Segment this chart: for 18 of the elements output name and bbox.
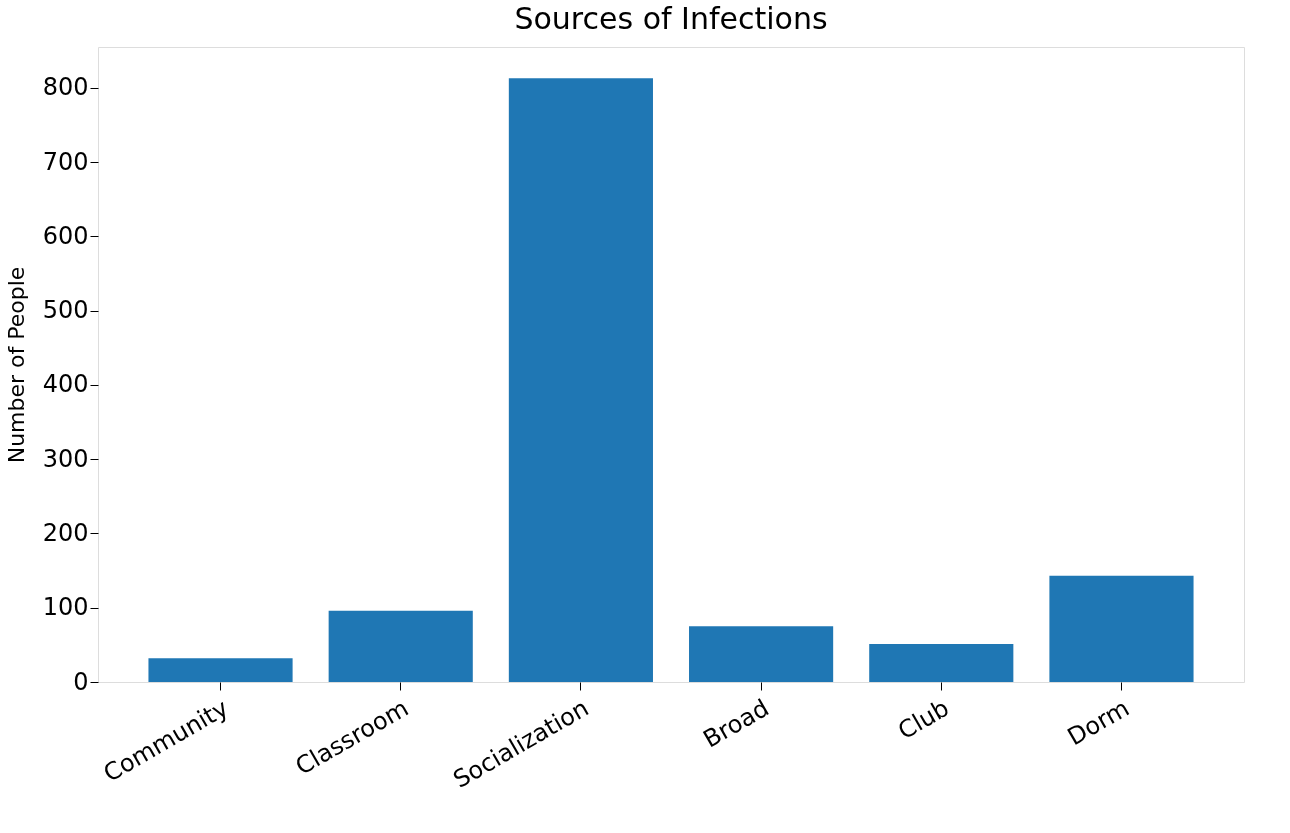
bar xyxy=(1049,575,1194,682)
y-tick-label: 100 xyxy=(42,593,89,622)
x-tick-label: Club xyxy=(893,693,954,746)
y-axis-title: Number of People xyxy=(3,266,29,464)
y-tick-label: 800 xyxy=(42,73,89,102)
bar xyxy=(328,610,473,682)
y-tick-label: 700 xyxy=(42,147,89,176)
bar xyxy=(508,78,653,682)
chart-title: Sources of Infections xyxy=(514,1,828,36)
bar xyxy=(869,644,1014,682)
y-tick-label: 400 xyxy=(42,370,89,399)
bar xyxy=(148,658,293,682)
y-tick-label: 200 xyxy=(42,518,89,547)
bar xyxy=(689,626,834,682)
y-tick-label: 500 xyxy=(42,296,89,325)
y-tick-label: 0 xyxy=(73,667,89,696)
y-tick-label: 600 xyxy=(42,221,89,250)
y-tick-label: 300 xyxy=(42,444,89,473)
